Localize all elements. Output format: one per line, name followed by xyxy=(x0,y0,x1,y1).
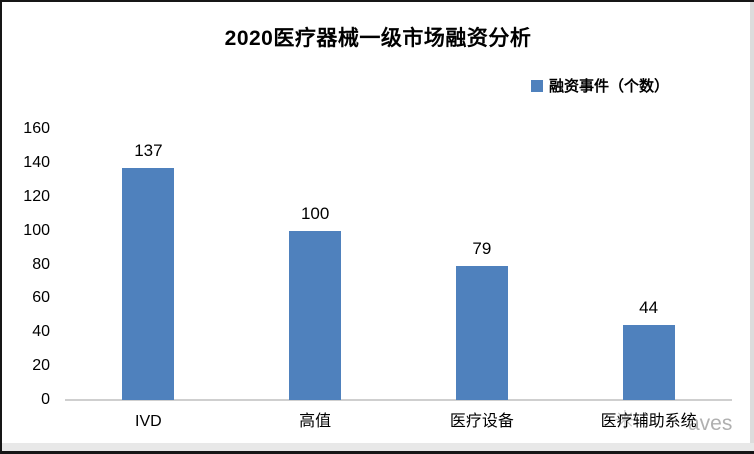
x-axis-label: 医疗辅助系统 xyxy=(600,413,697,430)
bar xyxy=(622,325,675,400)
y-axis-tick: 140 xyxy=(23,153,50,171)
y-axis-tick: 20 xyxy=(32,357,50,375)
legend-label: 融资事件（个数） xyxy=(549,78,670,95)
watermark-starburst-icon: ✳ xyxy=(614,405,636,435)
y-axis-tick: 120 xyxy=(23,187,50,205)
y-axis-tick: 40 xyxy=(32,323,50,341)
bar-value-label: 79 xyxy=(472,239,492,259)
x-axis-label: IVD xyxy=(135,413,162,430)
legend-swatch-icon xyxy=(531,79,543,92)
y-axis-tick: 0 xyxy=(41,391,50,408)
y-axis-tick: 160 xyxy=(23,120,50,137)
bar xyxy=(122,167,175,400)
bar xyxy=(455,266,508,400)
bar-value-label: 100 xyxy=(300,203,330,223)
x-axis-label: 医疗设备 xyxy=(449,413,514,430)
y-axis-tick: 100 xyxy=(23,221,50,239)
y-axis-tick: 60 xyxy=(32,289,50,307)
x-axis-line xyxy=(65,399,732,401)
bar xyxy=(289,230,342,400)
legend: 融资事件（个数） xyxy=(531,75,669,96)
right-edge-strip xyxy=(750,2,754,451)
x-axis-label: 高值 xyxy=(299,413,332,430)
y-axis-tick: 80 xyxy=(32,255,50,273)
bottom-edge-strip xyxy=(2,443,754,451)
chart-title: 2020医疗器械一级市场融资分析 xyxy=(224,27,532,50)
bar-value-label: 137 xyxy=(134,140,163,160)
bar-value-label: 44 xyxy=(639,298,659,318)
watermark-text: aves xyxy=(688,412,733,435)
